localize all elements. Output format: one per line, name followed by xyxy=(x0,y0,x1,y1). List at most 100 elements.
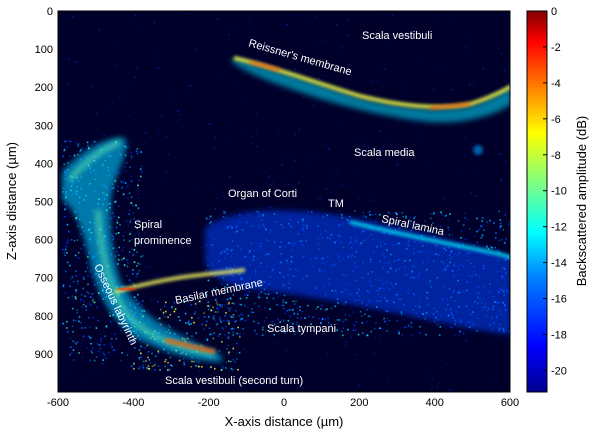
speckle-dot xyxy=(430,213,432,215)
speckle-dot xyxy=(365,216,367,218)
speckle-dot xyxy=(125,220,128,223)
speckle-dot xyxy=(468,32,470,35)
speckle-dot xyxy=(84,295,86,297)
speckle-dot xyxy=(388,213,391,215)
speckle-dot xyxy=(193,360,195,363)
speckle-dot xyxy=(501,239,503,241)
speckle-dot xyxy=(229,307,232,310)
speckle-dot xyxy=(222,328,225,330)
speckle-dot xyxy=(209,333,211,336)
speckle-dot xyxy=(223,24,226,27)
speckle-dot xyxy=(320,304,323,307)
speckle-dot xyxy=(503,69,506,71)
speckle-dot xyxy=(116,263,119,265)
speckle-dot xyxy=(258,305,260,307)
speckle-dot xyxy=(208,327,211,329)
speckle-dot xyxy=(496,188,499,191)
speckle-dot xyxy=(348,314,351,317)
speckle-dot xyxy=(109,312,111,314)
speckle-dot xyxy=(448,389,451,392)
speckle-dot xyxy=(493,222,495,224)
speckle-dot xyxy=(104,335,106,338)
speckle-dot xyxy=(126,265,129,268)
speckle-dot xyxy=(82,335,85,338)
speckle-dot xyxy=(123,285,125,287)
speckle-dot xyxy=(70,140,72,143)
speckle-dot xyxy=(227,303,230,305)
speckle-dot xyxy=(462,332,465,335)
speckle-dot xyxy=(344,341,347,343)
speckle-dot xyxy=(201,366,203,368)
speckle-dot xyxy=(354,329,357,331)
speckle-dot xyxy=(85,262,88,264)
speckle-dot xyxy=(234,320,236,323)
speckle-dot xyxy=(236,342,238,345)
speckle-dot xyxy=(286,310,288,312)
speckle-dot xyxy=(433,15,435,17)
speckle-dot xyxy=(320,197,322,199)
x-axis-label: X-axis distance (µm) xyxy=(225,414,344,429)
speckle-dot xyxy=(221,341,223,343)
speckle-dot xyxy=(64,140,67,143)
osseous-labyrinth-region xyxy=(62,137,222,362)
speckle-dot xyxy=(307,304,309,307)
speckle-dot xyxy=(78,320,80,323)
speckle-dot xyxy=(65,245,68,248)
speckle-dot xyxy=(164,221,166,224)
speckle-dot xyxy=(238,315,241,317)
speckle-dot xyxy=(210,309,212,312)
speckle-dot xyxy=(76,311,78,314)
speckle-dot xyxy=(473,244,475,246)
speckle-dot xyxy=(142,360,145,363)
speckle-dot xyxy=(401,338,403,341)
speckle-dot xyxy=(426,231,429,234)
speckle-dot xyxy=(73,342,76,344)
speckle-dot xyxy=(414,223,417,225)
speckle-dot xyxy=(501,53,503,56)
speckle-dot xyxy=(128,240,131,242)
speckle-dot xyxy=(224,315,227,317)
speckle-dot xyxy=(302,386,305,389)
speckle-dot xyxy=(159,213,161,216)
speckle-dot xyxy=(486,245,488,248)
speckle-dot xyxy=(210,221,212,223)
speckle-dot xyxy=(233,316,235,318)
speckle-dot xyxy=(395,212,397,214)
speckle-dot xyxy=(162,313,164,315)
speckle-dot xyxy=(269,292,271,294)
speckle-dot xyxy=(191,317,193,319)
speckle-dot xyxy=(81,339,84,342)
speckle-dot xyxy=(131,248,133,250)
speckle-dot xyxy=(243,134,246,137)
speckle-dot xyxy=(293,330,296,332)
speckle-dot xyxy=(410,220,412,222)
basilar-membrane-hotspot xyxy=(117,286,136,292)
speckle-dot xyxy=(127,197,129,200)
speckle-dot xyxy=(497,250,499,252)
speckle-dot xyxy=(240,318,242,321)
speckle-dot xyxy=(299,309,301,311)
speckle-dot xyxy=(90,296,92,299)
speckle-dot xyxy=(205,294,208,296)
speckle-dot xyxy=(460,237,462,239)
speckle-dot xyxy=(93,284,96,286)
speckle-dot xyxy=(253,320,255,323)
speckle-dot xyxy=(117,216,120,219)
speckle-dot xyxy=(82,287,85,290)
speckle-dot xyxy=(448,234,451,236)
speckle-dot xyxy=(349,215,351,218)
speckle-dot xyxy=(187,321,190,324)
speckle-dot xyxy=(466,218,469,221)
speckle-dot xyxy=(133,233,136,236)
speckle-dot xyxy=(232,334,234,336)
speckle-dot xyxy=(498,210,500,213)
speckle-dot xyxy=(464,238,467,240)
speckle-dot xyxy=(72,340,74,342)
speckle-dot xyxy=(212,317,215,320)
speckle-dot xyxy=(185,88,188,91)
speckle-dot xyxy=(178,359,181,362)
speckle-dot xyxy=(118,246,120,249)
x-tick-label: 0 xyxy=(281,397,287,409)
speckle-dot xyxy=(272,181,274,183)
speckle-dot xyxy=(99,347,101,350)
